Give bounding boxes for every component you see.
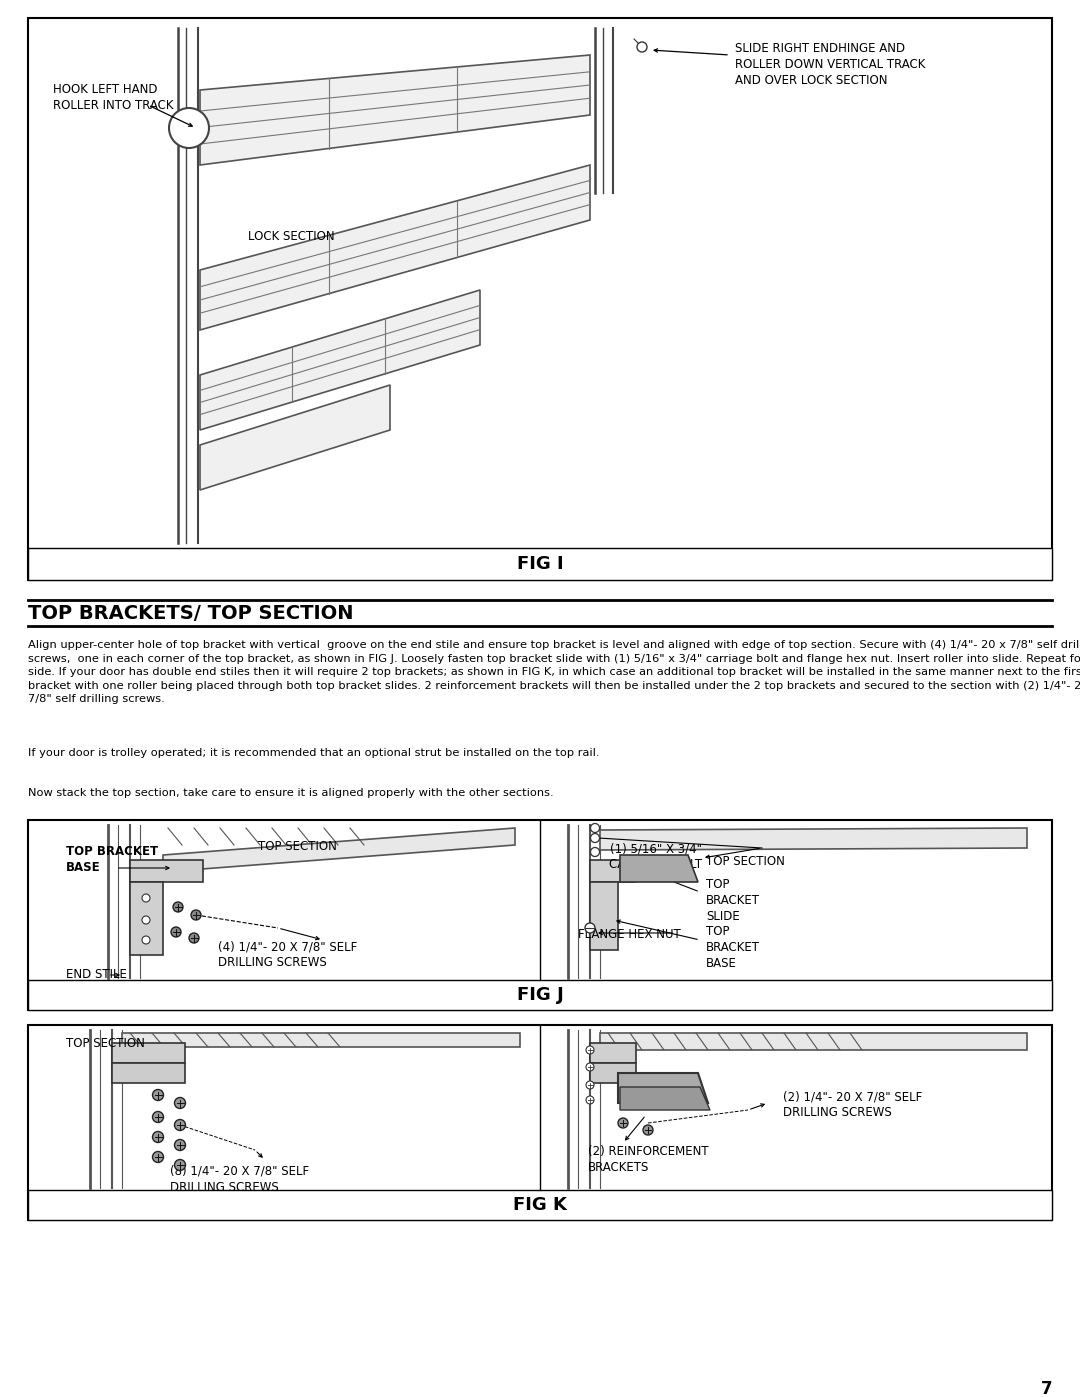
Text: TOP
BRACKET
BASE: TOP BRACKET BASE [706, 925, 760, 970]
Text: TOP
BRACKET
SLIDE: TOP BRACKET SLIDE [706, 877, 760, 923]
Text: (8) 1/4"- 20 X 7/8" SELF
DRILLING SCREWS: (8) 1/4"- 20 X 7/8" SELF DRILLING SCREWS [170, 1165, 309, 1194]
Polygon shape [590, 1063, 636, 1083]
Circle shape [171, 928, 181, 937]
Circle shape [591, 848, 599, 856]
Circle shape [191, 909, 201, 921]
Circle shape [189, 933, 199, 943]
Circle shape [173, 902, 183, 912]
Text: LOCK SECTION: LOCK SECTION [248, 231, 335, 243]
Bar [28, 820, 1052, 1010]
Text: FLANGE HEX NUT: FLANGE HEX NUT [578, 928, 680, 942]
Text: 7: 7 [1040, 1380, 1052, 1397]
Circle shape [586, 1046, 594, 1053]
Circle shape [175, 1160, 186, 1171]
Text: (4) 1/4"- 20 X 7/8" SELF
DRILLING SCREWS: (4) 1/4"- 20 X 7/8" SELF DRILLING SCREWS [218, 940, 357, 970]
Bar [28, 18, 1052, 580]
Polygon shape [590, 882, 618, 950]
Bar [28, 1025, 1052, 1220]
Text: If your door is trolley operated; it is recommended that an optional strut be in: If your door is trolley operated; it is … [28, 747, 599, 759]
Text: SLIDE RIGHT ENDHINGE AND
ROLLER DOWN VERTICAL TRACK
AND OVER LOCK SECTION: SLIDE RIGHT ENDHINGE AND ROLLER DOWN VER… [735, 42, 926, 87]
Text: TOP SECTION: TOP SECTION [66, 1037, 145, 1051]
Circle shape [141, 916, 150, 923]
Circle shape [152, 1132, 163, 1143]
Circle shape [152, 1112, 163, 1123]
Circle shape [591, 823, 599, 833]
Circle shape [591, 834, 599, 842]
Circle shape [152, 1090, 163, 1101]
Bar [28, 548, 1052, 580]
Text: TOP BRACKETS/ TOP SECTION: TOP BRACKETS/ TOP SECTION [28, 604, 353, 623]
Circle shape [152, 1151, 163, 1162]
Circle shape [175, 1140, 186, 1151]
Text: HOOK LEFT HAND
ROLLER INTO TRACK: HOOK LEFT HAND ROLLER INTO TRACK [53, 82, 174, 112]
Circle shape [585, 923, 595, 933]
Circle shape [168, 108, 210, 148]
Text: FIG K: FIG K [513, 1196, 567, 1214]
Text: (2) 1/4"- 20 X 7/8" SELF
DRILLING SCREWS: (2) 1/4"- 20 X 7/8" SELF DRILLING SCREWS [783, 1090, 922, 1119]
Polygon shape [600, 828, 1027, 849]
Polygon shape [112, 1063, 185, 1083]
Polygon shape [200, 291, 480, 430]
Text: (2) REINFORCEMENT
BRACKETS: (2) REINFORCEMENT BRACKETS [588, 1146, 708, 1173]
Polygon shape [590, 1044, 636, 1063]
Polygon shape [200, 165, 590, 330]
Polygon shape [200, 54, 590, 165]
Bar [28, 1190, 1052, 1220]
Polygon shape [112, 1044, 185, 1063]
Polygon shape [590, 861, 636, 882]
Polygon shape [600, 1032, 1027, 1051]
Circle shape [175, 1098, 186, 1108]
Text: END STILE: END STILE [66, 968, 126, 981]
Text: TOP BRACKET
BASE: TOP BRACKET BASE [66, 845, 158, 875]
Polygon shape [200, 386, 390, 490]
Circle shape [141, 894, 150, 902]
Polygon shape [620, 1087, 710, 1111]
Circle shape [141, 936, 150, 944]
Text: (1) 5/16" X 3/4"
CARRIAGE BOLT: (1) 5/16" X 3/4" CARRIAGE BOLT [609, 842, 702, 870]
Text: Now stack the top section, take care to ensure it is aligned properly with the o: Now stack the top section, take care to … [28, 788, 554, 798]
Polygon shape [122, 1032, 519, 1046]
Circle shape [586, 1063, 594, 1071]
Polygon shape [130, 861, 203, 882]
Bar [28, 981, 1052, 1010]
Circle shape [618, 1118, 627, 1127]
Polygon shape [163, 828, 515, 872]
Polygon shape [130, 882, 163, 956]
Circle shape [643, 1125, 653, 1134]
Text: TOP SECTION: TOP SECTION [258, 840, 337, 854]
Circle shape [586, 1097, 594, 1104]
Text: FIG J: FIG J [516, 986, 564, 1004]
Circle shape [586, 1081, 594, 1090]
Text: TOP SECTION: TOP SECTION [706, 855, 785, 868]
Text: Align upper-center hole of top bracket with vertical  groove on the end stile an: Align upper-center hole of top bracket w… [28, 640, 1080, 704]
Circle shape [637, 42, 647, 52]
Circle shape [175, 1119, 186, 1130]
Polygon shape [618, 1073, 708, 1104]
Text: FIG I: FIG I [516, 555, 564, 573]
Polygon shape [620, 855, 698, 882]
